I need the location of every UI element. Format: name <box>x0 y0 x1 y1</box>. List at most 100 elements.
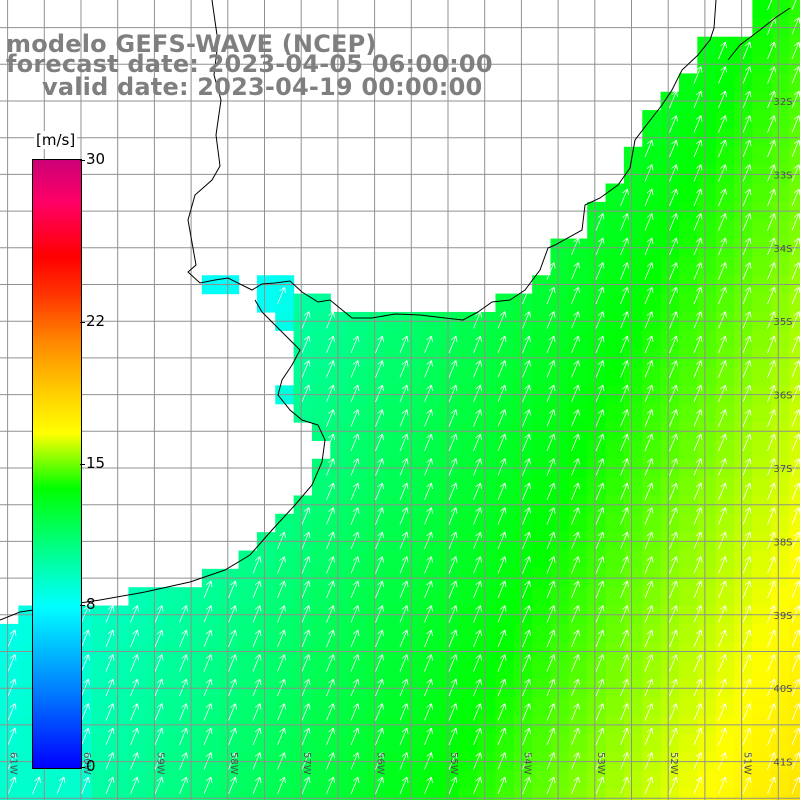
wind-arrow <box>497 727 507 746</box>
wind-speed-cell <box>568 550 588 570</box>
wind-speed-cell <box>458 550 478 570</box>
wind-arrow <box>448 703 458 721</box>
wind-arrow <box>767 213 776 231</box>
wind-speed-cell <box>550 513 570 533</box>
longitude-label: 58W <box>228 752 239 775</box>
wind-speed-cell <box>348 477 368 497</box>
wind-speed-cell <box>532 587 552 607</box>
wind-arrow <box>571 262 580 280</box>
wind-speed-cell <box>568 403 588 423</box>
wind-arrow <box>497 580 507 599</box>
wind-arrow <box>473 311 482 329</box>
wind-speed-cell <box>715 293 735 313</box>
wind-arrow <box>424 335 433 354</box>
wind-arrow <box>326 556 335 574</box>
wind-arrow <box>718 580 727 599</box>
wind-speed-cell <box>789 73 800 93</box>
wind-speed-cell <box>697 587 717 607</box>
wind-arrow <box>497 654 507 672</box>
wind-arrow <box>473 703 482 721</box>
wind-arrow <box>522 360 531 378</box>
wind-arrow <box>497 384 507 403</box>
wind-speed-cell <box>367 403 386 423</box>
wind-speed-cell <box>403 623 423 643</box>
wind-arrow <box>742 139 752 158</box>
wind-speed-cell <box>678 293 698 313</box>
wind-arrow <box>522 605 531 623</box>
wind-arrow <box>767 776 776 795</box>
wind-arrow <box>669 556 678 574</box>
wind-speed-cell <box>789 0 800 19</box>
wind-arrow <box>693 458 703 476</box>
wind-arrow <box>497 360 507 378</box>
wind-arrow <box>448 482 458 501</box>
wind-speed-cell <box>311 513 331 533</box>
wind-arrow <box>546 482 556 501</box>
wind-speed-cell <box>734 789 753 800</box>
wind-speed-cell <box>403 660 423 680</box>
colorbar-tick-label: 15 <box>86 453 106 472</box>
wind-arrow <box>424 384 433 403</box>
wind-speed-cell <box>532 789 552 800</box>
wind-arrow <box>693 164 703 182</box>
wind-speed-cell <box>605 440 625 460</box>
wind-arrow <box>424 556 433 574</box>
wind-speed-cell <box>311 403 331 423</box>
wind-arrow <box>620 507 629 525</box>
wind-arrow <box>693 482 703 501</box>
wind-arrow <box>203 752 213 770</box>
wind-arrow <box>767 311 776 329</box>
wind-speed-cell <box>697 367 717 386</box>
wind-speed-cell <box>385 550 405 570</box>
wind-speed-cell <box>311 660 331 680</box>
wind-speed-cell <box>678 73 698 93</box>
wind-arrow <box>448 752 458 770</box>
wind-speed-cell <box>311 587 331 607</box>
wind-speed-cell <box>422 770 441 790</box>
wind-arrow <box>595 262 605 280</box>
wind-speed-cell <box>532 440 552 460</box>
wind-arrow <box>130 654 139 672</box>
wind-speed-cell <box>422 697 441 717</box>
wind-arrow <box>203 580 213 599</box>
wind-arrow <box>399 703 409 721</box>
wind-arrow <box>326 703 335 721</box>
wind-arrow <box>644 213 654 231</box>
wind-arrow <box>669 213 678 231</box>
wind-speed-cell <box>440 550 460 570</box>
colorbar-tick-mark <box>80 321 85 323</box>
wind-arrow <box>522 580 531 599</box>
wind-arrow <box>424 605 433 623</box>
wind-arrow <box>718 41 727 60</box>
wind-speed-cell <box>532 734 552 753</box>
wind-arrow <box>693 727 703 746</box>
wind-speed-cell <box>458 789 478 800</box>
wind-speed-cell <box>385 513 405 533</box>
wind-speed-cell <box>256 770 276 790</box>
model-title: modelo GEFS-WAVE (NCEP) <box>6 30 377 58</box>
wind-arrow <box>473 482 482 501</box>
wind-speed-cell <box>752 36 772 56</box>
wind-speed-cell <box>495 293 515 313</box>
wind-speed-cell <box>752 367 772 386</box>
wind-speed-cell <box>495 403 515 423</box>
wind-speed-cell <box>311 330 331 350</box>
wind-arrow <box>644 752 654 770</box>
wind-speed-cell <box>770 0 790 19</box>
wind-speed-cell <box>697 36 717 56</box>
wind-arrow <box>767 335 776 354</box>
wind-arrow <box>644 678 654 697</box>
wind-arrow <box>497 335 507 354</box>
wind-speed-cell <box>715 330 735 350</box>
wind-arrow <box>522 654 531 672</box>
wind-speed-cell <box>697 550 717 570</box>
wind-arrow <box>571 237 580 256</box>
wind-arrow <box>742 66 752 84</box>
wind-arrow <box>595 580 605 599</box>
wind-arrow <box>644 335 654 354</box>
wind-arrow <box>669 507 678 525</box>
wind-arrow <box>326 727 335 746</box>
colorbar-tick-mark <box>80 160 85 161</box>
wind-arrow <box>595 458 605 476</box>
